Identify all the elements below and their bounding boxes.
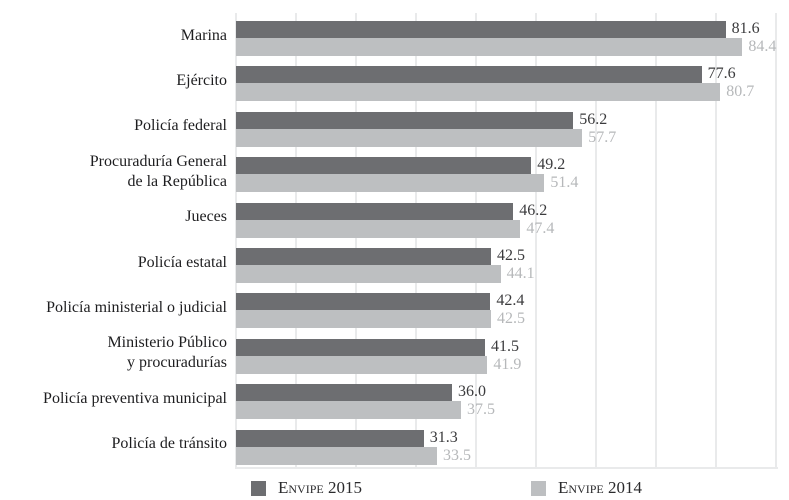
value-label-envipe-2015: 42.5 <box>497 247 525 264</box>
value-label-envipe-2014: 37.5 <box>467 401 495 419</box>
category-axis: Marina Ejército Policía federal Procuradurí… <box>0 13 227 467</box>
bar-envipe-2014 <box>236 83 721 102</box>
bar-group-8: 36.0 37.5 <box>236 376 776 421</box>
bar-envipe-2015 <box>236 66 702 84</box>
value-label-envipe-2014: 57.7 <box>588 128 617 146</box>
value-label-envipe-2014: 33.5 <box>443 446 471 464</box>
value-label-envipe-2015: 31.3 <box>429 428 458 446</box>
value-label-envipe-2015: 56.2 <box>579 110 608 128</box>
value-label-envipe-2014: 84.4 <box>748 38 777 55</box>
bar-envipe-2014 <box>236 38 743 56</box>
legend-swatch-envipe-2015 <box>251 480 266 496</box>
category-label: Policía preventiva municipal <box>43 389 227 407</box>
bar-group-5: 42.5 44.1 <box>236 240 776 285</box>
bar-group-3: 49.2 51.4 <box>236 149 776 194</box>
category-label: Jueces <box>185 208 227 226</box>
gridline-x-90 <box>775 13 777 469</box>
bar-envipe-2015 <box>236 338 485 356</box>
bar-envipe-2014 <box>236 401 461 420</box>
bar-envipe-2014 <box>236 355 488 374</box>
legend-label-envipe-2015: Envipe 2015 <box>278 478 362 497</box>
value-label-envipe-2015: 77.6 <box>707 65 736 83</box>
bar-envipe-2014 <box>236 219 521 238</box>
category-label: Policía ministerial o judicial <box>46 299 227 317</box>
bar-envipe-2015 <box>236 157 532 175</box>
bar-group-4: 46.2 47.4 <box>236 195 776 240</box>
x-axis-line <box>235 467 778 469</box>
bar-group-7: 41.5 41.9 <box>236 331 776 376</box>
legend-swatch-envipe-2014 <box>531 480 546 496</box>
gridline-x-40 <box>475 13 477 469</box>
gridline-x-50 <box>535 13 537 469</box>
gridline-x-30 <box>415 13 417 469</box>
bar-envipe-2015 <box>236 202 514 220</box>
category-label: Procuraduría General de la República <box>89 152 227 190</box>
value-label-envipe-2015: 36.0 <box>458 383 486 401</box>
category-label: Ministerio Público y procuradurías <box>107 334 227 372</box>
bar-envipe-2015 <box>236 293 491 311</box>
bar-envipe-2014 <box>236 265 501 283</box>
bar-group-1: 77.6 80.7 <box>236 58 776 103</box>
value-label-envipe-2014: 41.9 <box>493 355 522 373</box>
category-label: Ejército <box>176 72 227 90</box>
bar-envipe-2015 <box>236 384 452 402</box>
bar-group-9: 31.3 33.5 <box>236 422 776 467</box>
category-label: Policía de tránsito <box>111 435 227 453</box>
bar-group-6: 42.4 42.5 <box>236 285 776 330</box>
value-label-envipe-2015: 49.2 <box>537 156 566 174</box>
value-label-envipe-2015: 42.4 <box>496 292 525 310</box>
value-label-envipe-2015: 46.2 <box>519 201 548 219</box>
gridline-x-60 <box>595 13 597 469</box>
gridline-x-0 <box>235 13 237 469</box>
category-label: Policía estatal <box>137 253 227 271</box>
bar-group-2: 56.2 57.7 <box>236 104 776 149</box>
plot-area: 81.6 84.4 77.6 80.7 56.2 57.7 49.2 51.4 46.2 47.4… <box>235 13 778 469</box>
gridline-x-10 <box>295 13 297 469</box>
value-label-envipe-2015: 81.6 <box>731 20 760 37</box>
bar-envipe-2015 <box>236 21 726 38</box>
category-label: Policía federal <box>134 117 227 135</box>
value-label-envipe-2014: 51.4 <box>550 174 579 192</box>
bar-envipe-2015 <box>236 111 574 129</box>
bar-envipe-2015 <box>236 248 491 265</box>
gridline-x-20 <box>355 13 357 469</box>
category-label: Marina <box>180 26 227 44</box>
gridline-x-80 <box>715 13 717 469</box>
bar-envipe-2014 <box>236 310 491 329</box>
value-label-envipe-2014: 47.4 <box>526 219 555 237</box>
value-label-envipe-2014: 42.5 <box>497 310 525 328</box>
value-label-envipe-2014: 80.7 <box>726 83 755 101</box>
value-label-envipe-2014: 44.1 <box>506 265 535 282</box>
legend-item-envipe-2014: Envipe 2014 <box>531 478 642 498</box>
bar-envipe-2014 <box>236 128 583 147</box>
bar-envipe-2015 <box>236 429 424 447</box>
bar-envipe-2014 <box>236 174 545 193</box>
bar-group-0: 81.6 84.4 <box>236 13 776 58</box>
bar-envipe-2014 <box>236 446 437 465</box>
legend-item-envipe-2015: Envipe 2015 <box>251 478 362 498</box>
gridline-x-70 <box>655 13 657 469</box>
value-label-envipe-2015: 41.5 <box>491 337 519 355</box>
legend-label-envipe-2014: Envipe 2014 <box>558 478 642 497</box>
